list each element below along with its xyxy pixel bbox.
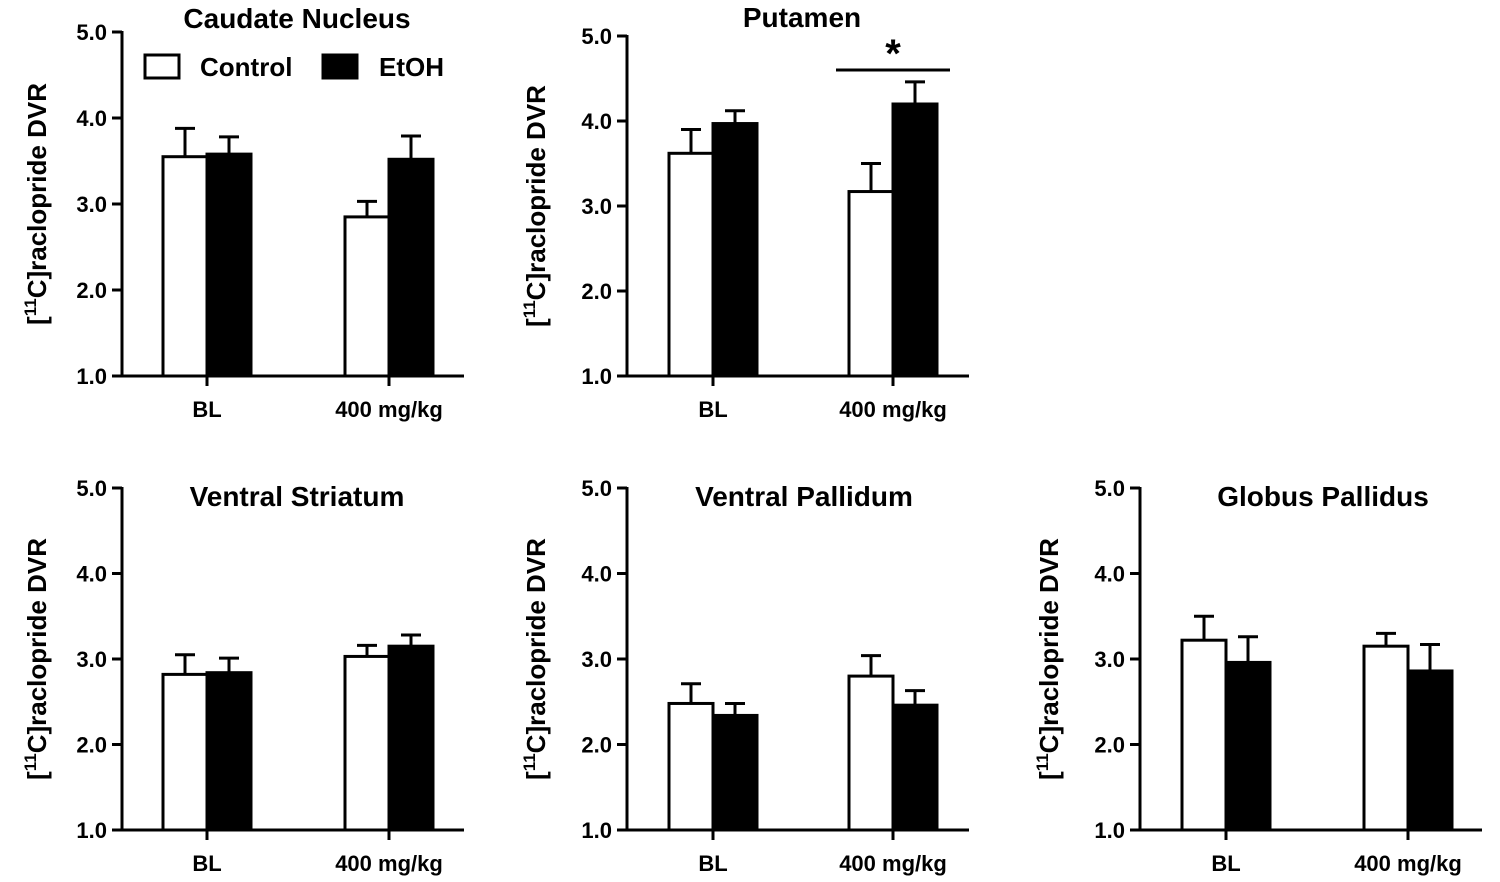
bar-control xyxy=(161,672,209,832)
legend-label: EtOH xyxy=(379,52,444,82)
bar-etoh xyxy=(711,122,759,378)
x-tick-label: 400 mg/kg xyxy=(839,397,947,422)
y-tick-label: 5.0 xyxy=(1094,476,1125,501)
x-tick-label: BL xyxy=(192,397,221,422)
y-axis-label-prefix: [ xyxy=(521,771,551,780)
y-axis-label-rest: C]raclopride DVR xyxy=(521,538,551,753)
y-tick-label: 2.0 xyxy=(76,733,107,758)
y-tick-label: 3.0 xyxy=(76,192,107,217)
y-axis-label-rest: C]raclopride DVR xyxy=(1034,538,1064,753)
y-axis-label-prefix: [ xyxy=(22,771,52,780)
y-tick-label: 5.0 xyxy=(76,20,107,45)
x-tick-label: 400 mg/kg xyxy=(839,851,947,876)
chart-panel-1: Putamen [11C]raclopride DVR 1.0 2.0 3.0 4.0 5.… xyxy=(520,2,969,422)
chart-panel-2: Ventral Striatum [11C]raclopride DVR 1.0 2.… xyxy=(21,476,464,876)
legend-label: Control xyxy=(200,52,292,82)
bar-etoh xyxy=(891,703,939,832)
y-axis-label-rest: C]raclopride DVR xyxy=(22,83,52,298)
bar-control xyxy=(1362,644,1410,832)
y-tick-label: 4.0 xyxy=(76,106,107,131)
chart-panel-0: Caudate Nucleus [11C]raclopride DVR 1.0 2.0… xyxy=(21,3,464,422)
chart-title: Caudate Nucleus xyxy=(183,3,410,34)
y-axis-label-rest: C]raclopride DVR xyxy=(521,85,551,300)
bar-control xyxy=(667,151,715,378)
bar-etoh xyxy=(711,713,759,832)
bar-etoh xyxy=(387,644,435,832)
bar-control xyxy=(161,155,209,378)
y-tick-label: 3.0 xyxy=(76,647,107,672)
y-tick-label: 4.0 xyxy=(76,562,107,587)
bar-etoh xyxy=(205,152,253,378)
bar-control xyxy=(847,674,895,832)
x-tick-label: 400 mg/kg xyxy=(335,397,443,422)
bar-control xyxy=(1180,638,1228,832)
y-tick-label: 2.0 xyxy=(581,733,612,758)
y-tick-label: 3.0 xyxy=(581,647,612,672)
legend: Control EtOH xyxy=(143,52,444,82)
x-tick-label: 400 mg/kg xyxy=(1354,851,1462,876)
x-tick-label: 400 mg/kg xyxy=(335,851,443,876)
y-tick-label: 1.0 xyxy=(581,364,612,389)
chart-panel-3: Ventral Pallidum [11C]raclopride DVR 1.0 2.… xyxy=(520,476,969,876)
y-axis-label-prefix: [ xyxy=(1034,771,1064,780)
y-tick-label: 2.0 xyxy=(1094,733,1125,758)
y-axis-label-superscript: 11 xyxy=(21,298,40,316)
y-tick-label: 2.0 xyxy=(581,279,612,304)
chart-title: Ventral Pallidum xyxy=(695,481,913,512)
y-axis-label-superscript: 11 xyxy=(520,753,539,771)
y-axis-label-prefix: [ xyxy=(22,316,52,325)
y-axis-label-prefix: [ xyxy=(521,318,551,327)
y-axis-label: [11C]raclopride DVR xyxy=(1033,538,1064,780)
bar-etoh xyxy=(1406,669,1454,832)
chart-title: Globus Pallidus xyxy=(1217,481,1429,512)
y-tick-label: 4.0 xyxy=(581,562,612,587)
x-tick-label: BL xyxy=(698,851,727,876)
y-axis-label: [11C]raclopride DVR xyxy=(21,538,52,780)
y-tick-label: 5.0 xyxy=(581,476,612,501)
y-axis-label: [11C]raclopride DVR xyxy=(21,83,52,325)
y-tick-label: 4.0 xyxy=(581,109,612,134)
bar-etoh xyxy=(1224,660,1272,832)
y-tick-label: 2.0 xyxy=(76,278,107,303)
x-tick-label: BL xyxy=(1211,851,1240,876)
chart-title: Ventral Striatum xyxy=(190,481,405,512)
bar-etoh xyxy=(205,671,253,832)
y-tick-label: 1.0 xyxy=(581,818,612,843)
y-tick-label: 4.0 xyxy=(1094,562,1125,587)
bar-etoh xyxy=(387,157,435,378)
bar-etoh xyxy=(891,102,939,378)
bar-control xyxy=(667,701,715,832)
y-axis-label: [11C]raclopride DVR xyxy=(520,538,551,780)
y-axis-label-rest: C]raclopride DVR xyxy=(22,538,52,753)
y-tick-label: 1.0 xyxy=(76,364,107,389)
bar-control xyxy=(847,190,895,378)
chart-title: Putamen xyxy=(743,2,861,33)
significance-star: * xyxy=(885,32,901,76)
y-axis-label-superscript: 11 xyxy=(21,753,40,771)
y-tick-label: 1.0 xyxy=(76,818,107,843)
chart-panel-4: Globus Pallidus [11C]raclopride DVR 1.0 2.0… xyxy=(1033,476,1482,876)
y-axis-label: [11C]raclopride DVR xyxy=(520,85,551,327)
bar-control xyxy=(343,654,391,832)
x-tick-label: BL xyxy=(192,851,221,876)
y-tick-label: 3.0 xyxy=(581,194,612,219)
x-tick-label: BL xyxy=(698,397,727,422)
y-tick-label: 5.0 xyxy=(581,24,612,49)
y-tick-label: 3.0 xyxy=(1094,647,1125,672)
bar-control xyxy=(343,215,391,378)
legend-swatch-etoh xyxy=(321,53,359,80)
y-tick-label: 5.0 xyxy=(76,476,107,501)
y-axis-label-superscript: 11 xyxy=(1033,753,1052,771)
legend-swatch-control xyxy=(143,53,181,80)
y-axis-label-superscript: 11 xyxy=(520,300,539,318)
y-tick-label: 1.0 xyxy=(1094,818,1125,843)
